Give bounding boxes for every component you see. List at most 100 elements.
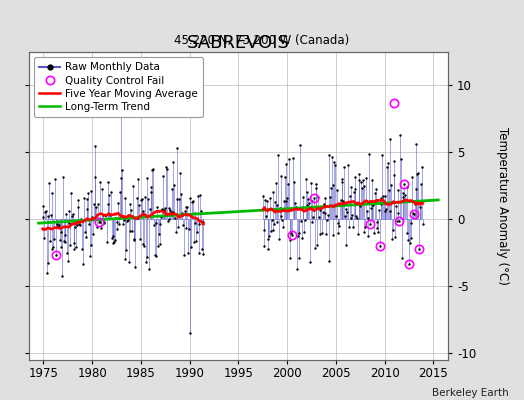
Point xyxy=(129,236,138,242)
Point xyxy=(82,234,90,240)
Point xyxy=(324,212,332,218)
Point xyxy=(350,189,358,196)
Point xyxy=(357,178,365,185)
Point xyxy=(394,210,402,216)
Point xyxy=(133,195,141,201)
Point xyxy=(136,236,144,242)
Point xyxy=(270,221,278,227)
Point xyxy=(380,208,389,214)
Point xyxy=(168,186,176,192)
Point xyxy=(376,242,384,249)
Point xyxy=(414,246,423,252)
Point xyxy=(138,208,147,214)
Point xyxy=(54,222,63,228)
Point xyxy=(150,252,159,259)
Point xyxy=(269,227,278,234)
Point xyxy=(84,190,92,196)
Point xyxy=(338,176,346,183)
Point xyxy=(189,198,197,204)
Point xyxy=(49,244,58,250)
Point xyxy=(139,240,148,247)
Point xyxy=(275,236,283,242)
Point xyxy=(199,218,208,225)
Point xyxy=(115,221,123,227)
Point xyxy=(347,215,356,222)
Point xyxy=(387,182,395,188)
Point xyxy=(143,175,151,181)
Point xyxy=(118,167,126,173)
Point xyxy=(95,219,104,225)
Point xyxy=(344,161,352,168)
Point xyxy=(384,160,392,166)
Point xyxy=(416,204,424,210)
Point xyxy=(391,234,399,240)
Point xyxy=(81,228,89,235)
Point xyxy=(383,164,391,170)
Point xyxy=(125,200,134,207)
Point xyxy=(102,212,110,218)
Point xyxy=(159,173,167,180)
Point xyxy=(193,228,201,235)
Point xyxy=(60,232,69,238)
Point xyxy=(127,207,135,214)
Point xyxy=(278,217,287,223)
Point xyxy=(379,193,387,199)
Point xyxy=(346,184,355,190)
Point xyxy=(373,225,381,232)
Point xyxy=(343,209,352,215)
Point xyxy=(385,187,393,193)
Point xyxy=(163,218,172,224)
Point xyxy=(125,259,133,266)
Point xyxy=(71,223,79,230)
Point xyxy=(116,188,124,195)
Point xyxy=(410,201,419,207)
Point xyxy=(106,212,114,218)
Point xyxy=(287,230,296,236)
Point xyxy=(351,174,359,180)
Point xyxy=(403,230,411,236)
Point xyxy=(373,218,381,225)
Point xyxy=(76,222,84,228)
Point xyxy=(364,233,372,239)
Point xyxy=(277,172,285,179)
Point xyxy=(172,229,180,236)
Point xyxy=(42,270,51,276)
Point xyxy=(380,200,388,206)
Point xyxy=(268,188,277,195)
Point xyxy=(175,196,183,202)
Point xyxy=(92,204,101,210)
Point xyxy=(141,259,150,266)
Point xyxy=(66,242,74,248)
Point xyxy=(401,196,410,203)
Point xyxy=(64,208,73,214)
Point xyxy=(75,221,83,227)
Point xyxy=(51,176,59,182)
Point xyxy=(307,180,315,186)
Point xyxy=(303,202,312,208)
Point xyxy=(196,192,204,198)
Point xyxy=(70,246,79,252)
Point xyxy=(44,260,52,266)
Point xyxy=(144,196,152,202)
Point xyxy=(113,226,122,232)
Point xyxy=(194,220,203,227)
Point xyxy=(130,237,139,243)
Point xyxy=(319,209,327,216)
Point xyxy=(329,231,337,238)
Point xyxy=(94,219,103,226)
Point xyxy=(168,209,177,216)
Point xyxy=(128,183,137,189)
Point xyxy=(295,254,303,261)
Point xyxy=(389,227,397,234)
Point xyxy=(62,211,70,217)
Point xyxy=(94,201,102,208)
Point xyxy=(337,178,346,185)
Point xyxy=(187,244,195,250)
Point xyxy=(90,201,98,208)
Point xyxy=(61,238,70,245)
Point xyxy=(285,156,293,162)
Point xyxy=(156,220,165,227)
Point xyxy=(286,255,294,262)
Point xyxy=(372,186,380,192)
Point xyxy=(408,174,417,180)
